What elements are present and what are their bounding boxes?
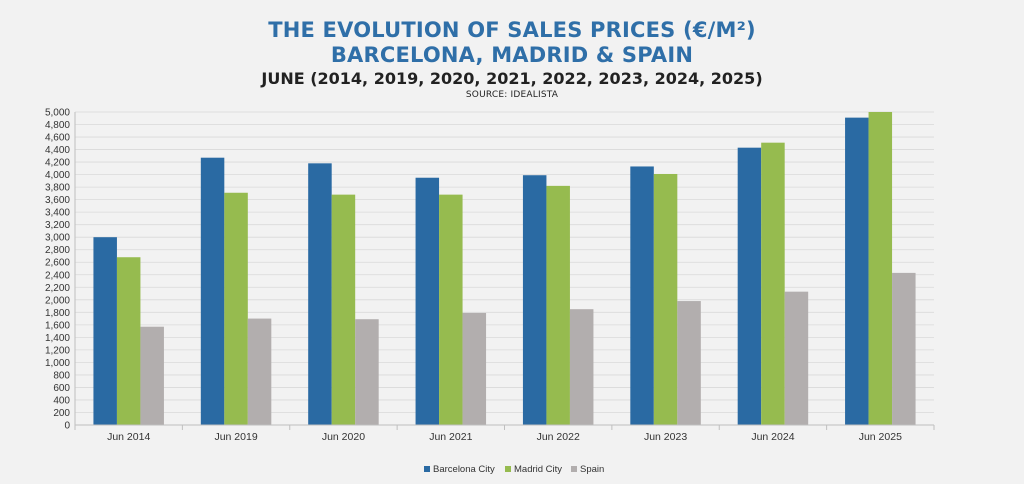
x-tick-label: Jun 2014 xyxy=(107,431,150,443)
bars xyxy=(93,112,916,425)
bar-madrid-city xyxy=(439,194,463,425)
bar-barcelona-city xyxy=(200,157,225,425)
bar-barcelona-city xyxy=(845,117,869,425)
y-tick-label: 2,200 xyxy=(45,283,70,294)
y-tick-label: 3,600 xyxy=(45,195,70,206)
y-tick-label: 2,000 xyxy=(45,295,70,306)
chart-title-line2: BARCELONA, MADRID & SPAIN xyxy=(330,43,694,67)
y-tick-label: 4,400 xyxy=(45,145,70,156)
y-tick-label: 3,400 xyxy=(45,208,70,219)
bar-spain xyxy=(355,319,379,425)
y-tick-label: 2,600 xyxy=(45,258,70,269)
chart-source: SOURCE: IDEALISTA xyxy=(465,90,559,100)
y-tick-label: 1,400 xyxy=(45,333,70,344)
bar-madrid-city xyxy=(116,257,141,425)
legend-label: Barcelona City xyxy=(433,464,495,475)
legend-swatch xyxy=(505,466,511,472)
bar-barcelona-city xyxy=(522,175,547,425)
y-tick-label: 4,600 xyxy=(45,133,70,144)
bar-spain xyxy=(892,272,916,425)
x-tick-label: Jun 2020 xyxy=(322,431,365,443)
bar-spain xyxy=(462,312,487,425)
y-tick-label: 2,400 xyxy=(45,270,70,281)
x-tick-label: Jun 2025 xyxy=(859,431,902,443)
y-tick-label: 3,000 xyxy=(45,233,70,244)
y-tick-label: 600 xyxy=(53,383,70,394)
legend: Barcelona City Madrid City Spain xyxy=(424,464,604,475)
x-tick-label: Jun 2019 xyxy=(214,431,257,443)
bar-madrid-city xyxy=(761,142,785,425)
x-tick-label: Jun 2023 xyxy=(644,431,687,443)
bar-madrid-city xyxy=(868,112,893,425)
y-tick-label: 800 xyxy=(53,370,70,381)
bar-madrid-city xyxy=(546,185,570,425)
bar-spain xyxy=(569,309,594,425)
bar-madrid-city xyxy=(331,194,356,425)
bar-spain xyxy=(784,291,809,425)
y-tick-label: 1,800 xyxy=(45,308,70,319)
chart-subtitle: JUNE (2014, 2019, 2020, 2021, 2022, 2023… xyxy=(261,69,763,88)
legend-label: Madrid City xyxy=(514,464,562,475)
legend-label: Spain xyxy=(580,464,604,475)
bar-spain xyxy=(247,318,272,425)
legend-swatch xyxy=(571,466,577,472)
bar-barcelona-city xyxy=(737,147,762,425)
x-axis: Jun 2014 Jun 2019 Jun 2020 Jun 2021 Jun 2022… xyxy=(74,424,935,443)
y-tick-label: 1,200 xyxy=(45,345,70,356)
bar-barcelona-city xyxy=(93,237,117,425)
x-tick-label: Jun 2021 xyxy=(429,431,472,443)
y-tick-label: 3,800 xyxy=(45,183,70,194)
bar-barcelona-city xyxy=(630,166,654,425)
y-tick-label: 1,000 xyxy=(45,358,70,369)
bar-spain xyxy=(140,326,164,425)
y-tick-label: 3,200 xyxy=(45,220,70,231)
bar-barcelona-city xyxy=(415,177,440,425)
y-tick-label: 4,800 xyxy=(45,120,70,131)
legend-swatch xyxy=(424,466,430,472)
bar-madrid-city xyxy=(224,192,248,425)
y-tick-label: 0 xyxy=(64,421,70,432)
y-tick-label: 4,200 xyxy=(45,158,70,169)
y-tick-label: 200 xyxy=(53,408,70,419)
y-tick-label: 5,000 xyxy=(45,108,70,119)
y-tick-label: 1,600 xyxy=(45,320,70,331)
chart-title: THE EVOLUTION OF SALES PRICES (€/M²) xyxy=(268,18,756,42)
x-tick-label: Jun 2022 xyxy=(537,431,580,443)
y-tick-label: 4,000 xyxy=(45,170,70,181)
bar-madrid-city xyxy=(653,173,678,425)
x-tick-label: Jun 2024 xyxy=(751,431,794,443)
y-tick-label: 400 xyxy=(53,395,70,406)
bar-barcelona-city xyxy=(308,163,332,425)
bar-spain xyxy=(677,301,701,425)
y-tick-label: 2,800 xyxy=(45,245,70,256)
